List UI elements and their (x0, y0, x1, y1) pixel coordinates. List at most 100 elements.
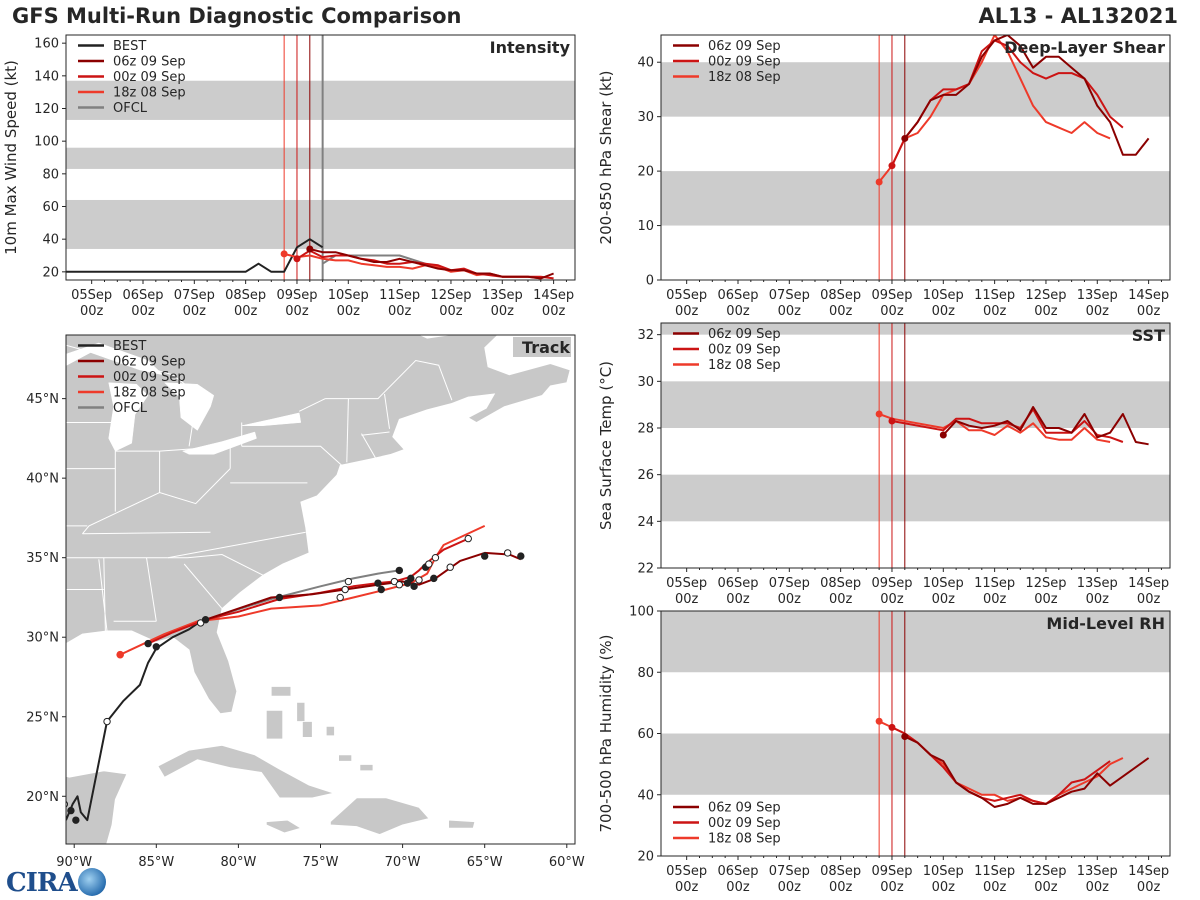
sst-xtick-label: 00z (1034, 592, 1058, 607)
track-border (98, 559, 108, 631)
shear-xtick-label: 00z (1137, 304, 1161, 319)
shear-ylabel: 200-850 hPa Shear (kt) (597, 71, 615, 245)
rh-legend-label: 00z 09 Sep (708, 816, 781, 831)
intensity-legend-label: BEST (113, 39, 146, 54)
track-border (146, 557, 157, 622)
track-xtick-label: 60°W (549, 855, 585, 870)
sst-legend-label: 00z 09 Sep (708, 343, 781, 358)
shear-xtick-label: 05Sep (666, 288, 707, 303)
sst-band-2 (661, 323, 1170, 335)
shear-legend-label: 00z 09 Sep (708, 55, 781, 70)
track-day-marker (66, 800, 69, 808)
track-day-marker (67, 806, 75, 815)
track-border (103, 557, 106, 633)
track-day-marker (275, 593, 284, 602)
track-border (66, 344, 198, 447)
shear-xtick-label: 00z (983, 304, 1007, 319)
sst-ylabel: Sea Surface Temp (°C) (597, 361, 615, 530)
track-ytick-label: 20°N (26, 790, 59, 805)
track-xtick-label: 90°W (56, 855, 92, 870)
rh-series-start-point (901, 733, 909, 741)
rh-legend-label: 18z 08 Sep (708, 832, 781, 847)
shear-series-start-point (888, 162, 896, 170)
shear-xtick-label: 08Sep (820, 288, 861, 303)
rh-xtick-label: 07Sep (769, 864, 810, 879)
intensity-title: Intensity (490, 38, 571, 57)
shear-xtick-label: 12Sep (1025, 288, 1066, 303)
sst-xtick-label: 00z (932, 592, 956, 607)
shear-xtick-label: 00z (1034, 304, 1058, 319)
track-legend-label: 06z 09 Sep (113, 355, 186, 370)
intensity-series-start-point (280, 250, 288, 258)
track-line (66, 620, 202, 822)
panel-track: 90°W 85°W 80°W 75°W 70°W 65°W 60°W 20°N 25°N 30°N… (26, 334, 585, 870)
intensity-xtick-label: 12Sep (430, 288, 471, 303)
track-day-marker (144, 639, 152, 648)
track-legend-label: BEST (113, 339, 146, 354)
track-day-marker (464, 534, 472, 543)
sst-series-line (942, 406, 1149, 446)
rh-band-0 (661, 733, 1170, 795)
shear-series-line (878, 35, 1111, 183)
shear-ytick-label: 20 (637, 165, 654, 180)
lake-huron (163, 382, 215, 431)
rh-xtick-label: 00z (932, 880, 956, 895)
rh-band-1 (661, 611, 1170, 673)
shear-title: Deep-Layer Shear (1004, 38, 1165, 57)
rh-ytick-label: 20 (637, 850, 654, 865)
track-start-point (116, 650, 124, 659)
track-day-marker (201, 616, 210, 624)
shear-legend-label: 18z 08 Sep (708, 70, 781, 85)
sst-xtick-label: 14Sep (1128, 576, 1169, 591)
track-day-marker (344, 577, 353, 586)
track-day-marker (395, 566, 404, 575)
land-bahamas-2 (296, 702, 306, 722)
shear-xtick-label: 10Sep (923, 288, 964, 303)
rh-xtick-label: 00z (1086, 880, 1110, 895)
land-bahamas-4 (325, 725, 335, 737)
rh-ytick-label: 100 (629, 605, 654, 620)
track-day-marker (517, 552, 525, 560)
sst-xtick-label: 00z (726, 592, 750, 607)
shear-xtick-label: 00z (829, 304, 853, 319)
rh-title: Mid-Level RH (1046, 614, 1165, 633)
shear-band-0 (661, 171, 1170, 226)
intensity-ytick-label: 20 (42, 265, 59, 280)
track-day-marker (415, 576, 423, 584)
sst-frame (660, 322, 1171, 569)
track-day-marker (395, 581, 404, 589)
track-day-marker (374, 579, 382, 587)
shear-xtick-label: 00z (726, 304, 750, 319)
track-ytick-label: 45°N (26, 392, 59, 407)
sst-band-1 (661, 381, 1170, 428)
intensity-xtick-label: 00z (234, 304, 258, 319)
shear-xtick-label: 00z (675, 304, 699, 319)
intensity-ytick-label: 100 (34, 135, 59, 150)
sst-xtick-label: 00z (675, 592, 699, 607)
intensity-ytick-label: 120 (34, 102, 59, 117)
intensity-band-2 (66, 80, 575, 120)
shear-xtick-label: 00z (932, 304, 956, 319)
track-legend-label: 18z 08 Sep (113, 386, 186, 401)
track-legend-label: 00z 09 Sep (113, 370, 186, 385)
intensity-xtick-label: 00z (80, 304, 104, 319)
track-border (183, 563, 223, 609)
sst-series-start-point (888, 417, 896, 425)
sst-xtick-label: 00z (829, 592, 853, 607)
rh-xtick-label: 11Sep (974, 864, 1015, 879)
intensity-xtick-label: 05Sep (71, 288, 112, 303)
track-day-marker (410, 582, 418, 591)
intensity-xtick-label: 09Sep (276, 288, 317, 303)
rh-legend-label: 06z 09 Sep (708, 801, 781, 816)
land-bahamas-5 (338, 754, 353, 762)
track-title: Track (522, 338, 570, 357)
sst-xtick-label: 12Sep (1025, 576, 1066, 591)
intensity-xtick-label: 00z (183, 304, 207, 319)
page-title: GFS Multi-Run Diagnostic Comparison (12, 4, 462, 28)
shear-xtick-label: 00z (778, 304, 802, 319)
sst-ytick-label: 30 (637, 375, 654, 390)
intensity-ytick-label: 40 (42, 233, 59, 248)
intensity-xtick-label: 00z (542, 304, 566, 319)
track-day-marker (72, 816, 80, 824)
